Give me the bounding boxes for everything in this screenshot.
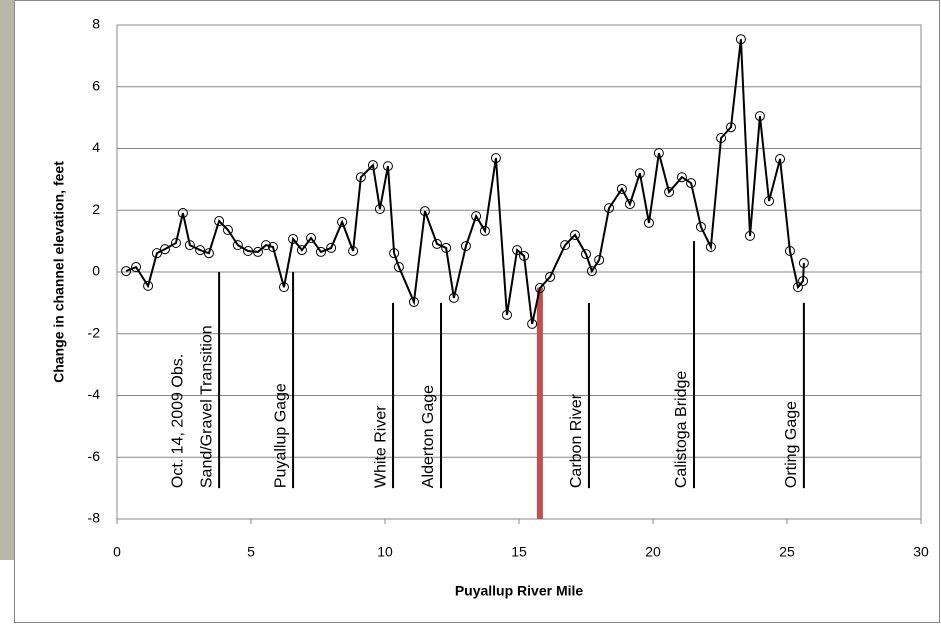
annotation-label: Carbon River [568, 393, 585, 488]
y-tick-label: 8 [92, 16, 100, 32]
y-tick-label: -6 [88, 448, 101, 464]
annotation-label: Sand/Gravel Transition [198, 325, 215, 488]
y-tick-label: -2 [88, 324, 101, 340]
x-tick-label: 15 [511, 544, 527, 560]
x-tick-label: 10 [377, 544, 393, 560]
y-tick-label: 2 [92, 201, 100, 217]
y-tick-label: 0 [92, 263, 100, 279]
y-tick-label: 4 [92, 139, 100, 155]
y-tick-label: 6 [92, 77, 100, 93]
x-axis-label: Puyallup River Mile [455, 583, 584, 599]
x-tick-label: 25 [779, 544, 795, 560]
x-tick-label: 20 [645, 544, 661, 560]
annotation-label: Alderton Gage [420, 385, 437, 488]
annotation-label: White River [372, 405, 389, 488]
annotation-label: Puyallup Gage [272, 383, 289, 488]
background-strip [0, 0, 14, 560]
chart: Puyallup River Mile Change in channel el… [0, 0, 941, 624]
y-tick-label: -4 [88, 386, 101, 402]
annotation-label: Orting Gage [783, 401, 800, 488]
x-tick-label: 5 [247, 544, 255, 560]
y-tick-label: -8 [88, 510, 101, 526]
annotation-label: Oct. 14, 2009 Obs. [169, 354, 186, 488]
x-tick-label: 0 [113, 544, 121, 560]
y-axis-label: Change in channel elevation, feet [51, 161, 67, 383]
chart-frame [15, 1, 940, 623]
x-tick-label: 30 [913, 544, 929, 560]
annotation-label: Calistoga Bridge [673, 371, 690, 489]
